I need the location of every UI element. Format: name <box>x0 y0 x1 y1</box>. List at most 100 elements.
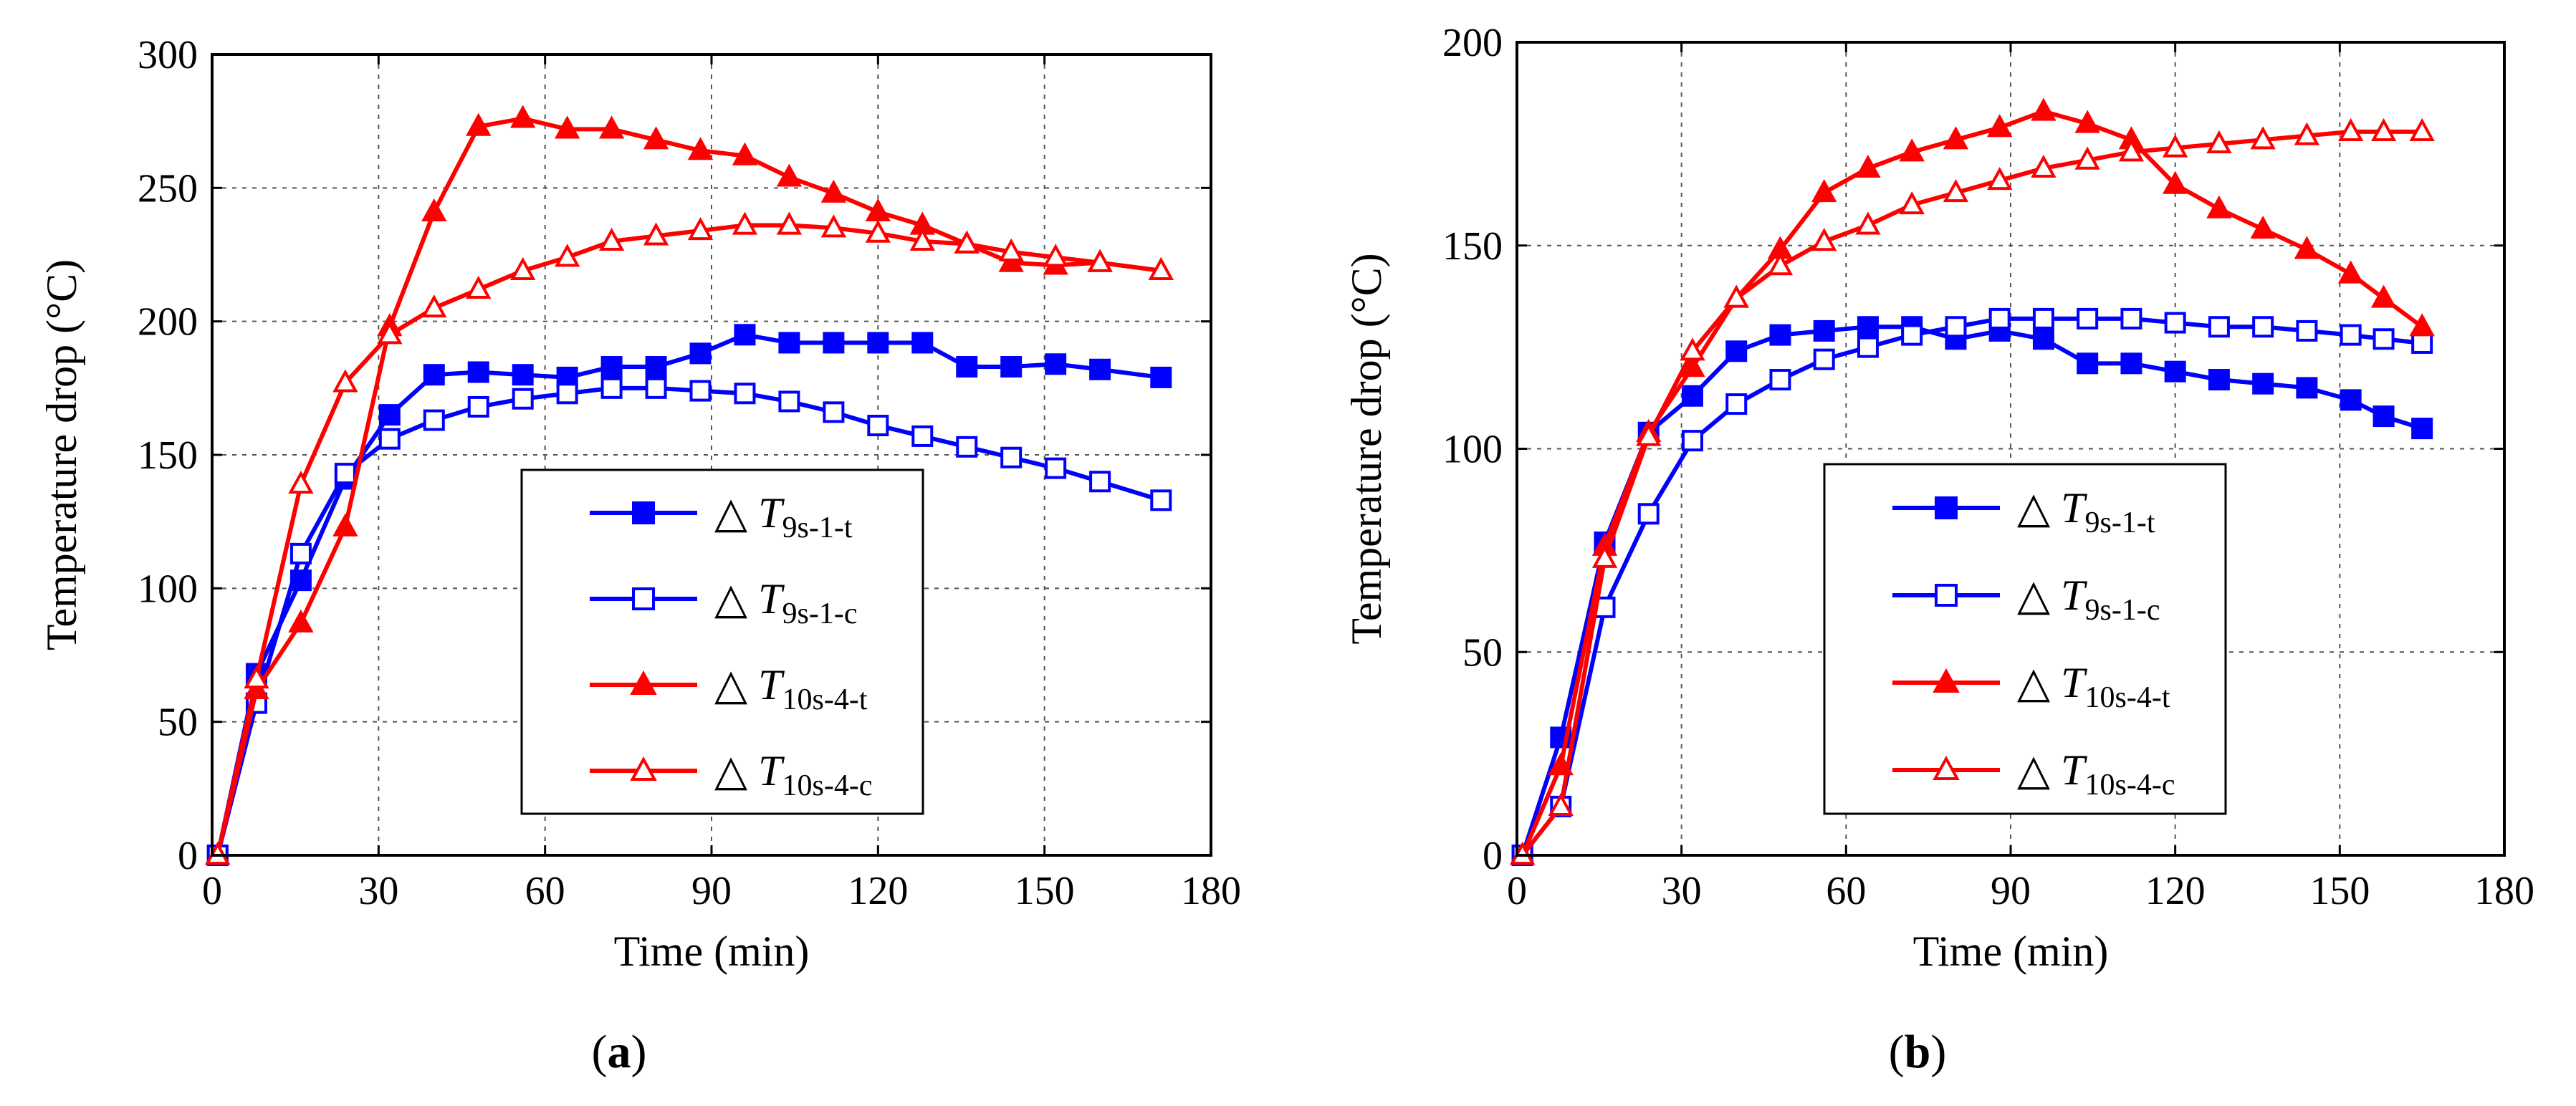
legend-marker <box>1935 584 1958 607</box>
legend-label: △ T9s-1-t <box>2017 484 2155 539</box>
legend-label: △ T9s-1-c <box>2017 572 2160 627</box>
data-point <box>2370 117 2397 141</box>
data-point <box>2074 110 2100 133</box>
plot-frame <box>1516 41 2506 857</box>
data-point <box>689 342 712 365</box>
data-point <box>1680 337 1705 361</box>
y-axis-title: Temperature drop (°C) <box>1343 253 1390 644</box>
data-point <box>2120 352 2142 375</box>
x-tick-label: 150 <box>1015 869 1075 913</box>
data-point <box>510 105 536 128</box>
data-point <box>2032 328 2054 350</box>
x-axis-title: Time (min) <box>614 928 810 975</box>
data-point <box>1855 211 1881 235</box>
panel-label: (b) <box>1889 1026 1947 1078</box>
legend-label: △ T9s-1-t <box>714 489 853 544</box>
data-point <box>554 244 580 267</box>
data-point <box>2250 216 2276 239</box>
panel-label: (a) <box>592 1026 647 1078</box>
data-point <box>2077 352 2099 375</box>
data-point <box>867 415 889 437</box>
data-point <box>1723 284 1749 308</box>
legend-item: △ T9s-1-t <box>590 489 853 544</box>
data-point <box>867 332 889 354</box>
data-point <box>421 294 447 318</box>
data-point <box>954 230 980 254</box>
data-point <box>421 198 447 221</box>
data-point <box>1089 358 1111 380</box>
legend-item: △ T10s-4-c <box>590 747 873 802</box>
data-point <box>2032 307 2054 330</box>
series-line <box>215 223 1162 856</box>
legend-item: △ T9s-1-c <box>590 575 858 630</box>
legend-item: △ T10s-4-c <box>1892 746 2175 802</box>
data-point <box>2337 117 2364 141</box>
legend-label: △ T10s-4-c <box>714 747 873 802</box>
series-line <box>215 385 1162 856</box>
y-tick-label: 100 <box>1442 428 1503 472</box>
data-point <box>1855 154 1881 178</box>
chart-panel-a: 0 30 60 90 120 150 180 0 50 100 150 200 250 300 Time (… <box>38 33 1241 1078</box>
data-point <box>512 364 534 386</box>
y-tick-label: 0 <box>178 834 198 878</box>
legend-box <box>520 468 924 815</box>
data-point <box>2296 377 2318 399</box>
data-point <box>2164 312 2186 334</box>
data-point <box>1045 353 1067 375</box>
data-point <box>1899 138 1925 162</box>
data-point <box>377 321 403 345</box>
series-9s-1-c <box>206 377 1172 866</box>
legend: △ T9s-1-t △ T9s-1-c △ T10s-4-t △ T10s-4-c <box>520 468 924 815</box>
data-point <box>645 356 667 378</box>
data-point <box>1548 792 1574 817</box>
data-point <box>1150 489 1172 511</box>
series-10s-4-c <box>1509 117 2435 865</box>
legend-marker <box>632 501 655 524</box>
data-point <box>1725 393 1748 415</box>
data-point <box>865 219 891 243</box>
data-point <box>911 332 934 354</box>
legend-box <box>1823 463 2227 815</box>
data-point <box>1681 430 1703 452</box>
x-tick-label: 30 <box>1662 869 1702 913</box>
data-point <box>734 383 756 405</box>
data-point <box>776 163 803 187</box>
data-point <box>2120 307 2142 330</box>
data-point <box>600 377 623 399</box>
data-point <box>1857 336 1879 358</box>
data-point <box>956 436 978 458</box>
y-tick-label: 150 <box>138 433 198 478</box>
data-point <box>1637 503 1660 525</box>
legend-label: △ T10s-4-t <box>2017 659 2170 714</box>
legend-label: △ T10s-4-t <box>714 661 868 716</box>
grid <box>212 54 1211 855</box>
x-tick-label: 90 <box>1991 869 2031 913</box>
legend-marker <box>1933 755 1960 780</box>
series-line <box>215 332 1162 856</box>
data-point <box>2208 369 2230 391</box>
data-point <box>2208 316 2230 338</box>
data-point <box>378 428 401 450</box>
data-point <box>1000 356 1023 378</box>
series-line <box>1521 129 2423 857</box>
data-point <box>2206 130 2232 153</box>
data-point <box>1899 191 1925 215</box>
x-tick-label: 60 <box>1826 869 1866 913</box>
legend-label: △ T10s-4-c <box>2017 746 2175 802</box>
series-line <box>1521 316 2423 857</box>
data-point <box>2250 126 2276 150</box>
data-point <box>1725 340 1748 362</box>
data-point <box>1680 354 1705 378</box>
data-point <box>289 542 312 564</box>
data-point <box>2206 195 2232 218</box>
data-point <box>2372 328 2395 350</box>
data-point <box>2077 307 2099 330</box>
data-point <box>2411 332 2433 354</box>
x-axis-title: Time (min) <box>1913 928 2109 975</box>
x-tick-label: 90 <box>691 869 732 913</box>
data-point <box>2340 324 2362 346</box>
y-axis-title: Temperature drop (°C) <box>38 259 85 650</box>
x-tick-label: 0 <box>1507 869 1527 913</box>
data-point <box>1811 228 1837 251</box>
data-point <box>1945 316 1967 338</box>
